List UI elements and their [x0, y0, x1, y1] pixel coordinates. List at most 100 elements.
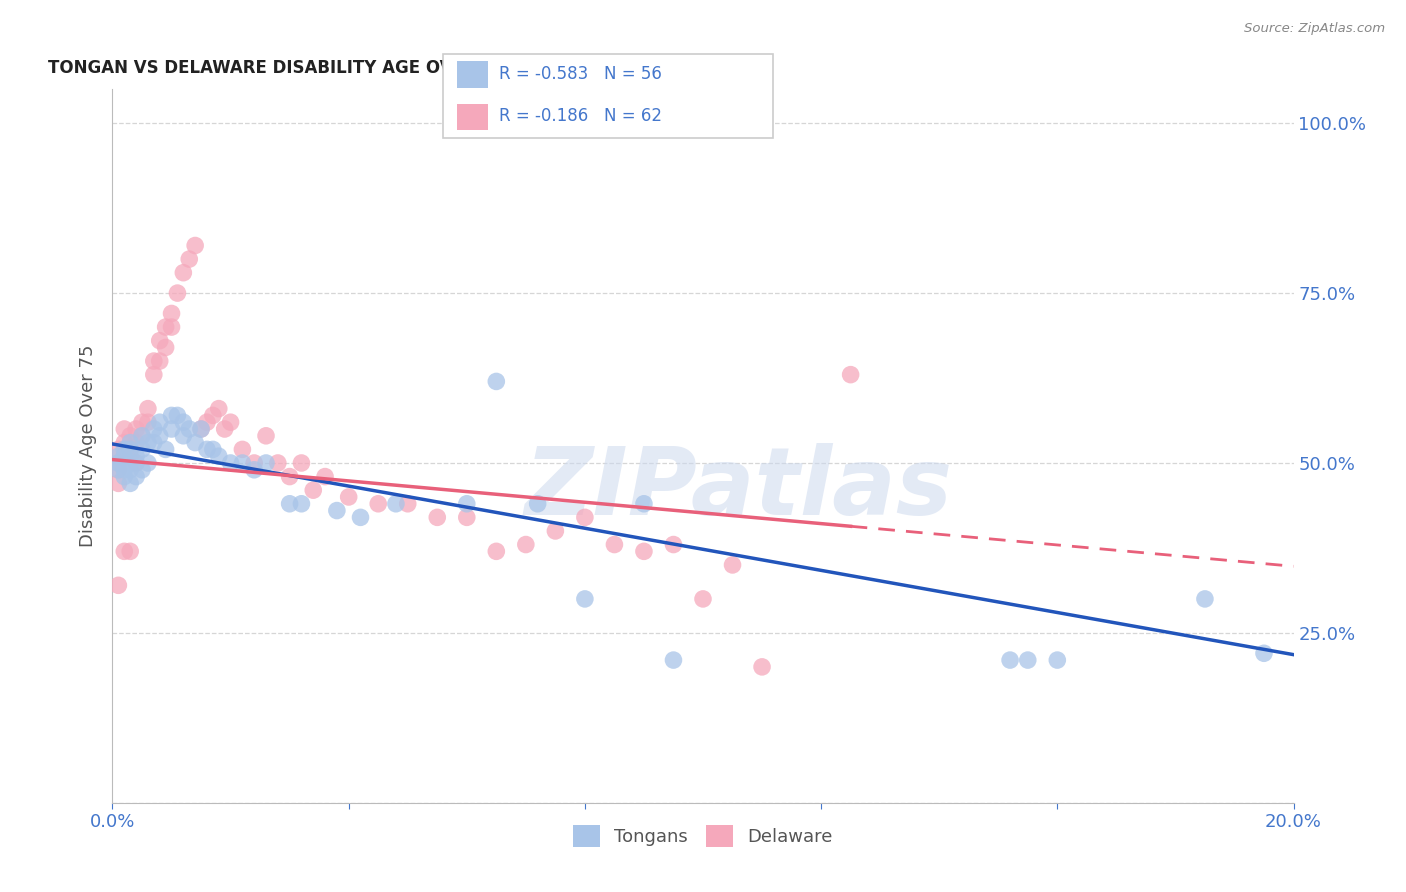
Legend: Tongans, Delaware: Tongans, Delaware	[565, 818, 841, 855]
Text: R = -0.583   N = 56: R = -0.583 N = 56	[499, 65, 662, 83]
Y-axis label: Disability Age Over 75: Disability Age Over 75	[79, 344, 97, 548]
Point	[120, 442, 142, 457]
Point	[190, 422, 212, 436]
Point	[155, 320, 177, 334]
Point	[633, 497, 655, 511]
Point	[278, 497, 301, 511]
Point	[107, 578, 129, 592]
Point	[120, 544, 142, 558]
Point	[149, 354, 172, 368]
Point	[243, 463, 266, 477]
Point	[290, 497, 312, 511]
Point	[136, 435, 159, 450]
Point	[544, 524, 567, 538]
Point	[125, 422, 148, 436]
Point	[172, 266, 194, 280]
Point	[112, 435, 135, 450]
Point	[142, 368, 165, 382]
Point	[112, 442, 135, 457]
Point	[349, 510, 371, 524]
Point	[751, 660, 773, 674]
Point	[142, 354, 165, 368]
Point	[112, 422, 135, 436]
Point	[131, 429, 153, 443]
Point	[120, 456, 142, 470]
Point	[142, 435, 165, 450]
Point	[131, 429, 153, 443]
Point	[290, 456, 312, 470]
Point	[107, 442, 129, 457]
Text: R = -0.186   N = 62: R = -0.186 N = 62	[499, 107, 662, 125]
Point	[456, 497, 478, 511]
Point	[603, 537, 626, 551]
Point	[314, 469, 336, 483]
Point	[385, 497, 408, 511]
Point	[721, 558, 744, 572]
Point	[149, 429, 172, 443]
Point	[155, 341, 177, 355]
Point	[396, 497, 419, 511]
Point	[662, 537, 685, 551]
Point	[254, 429, 277, 443]
Point	[160, 422, 183, 436]
Point	[149, 415, 172, 429]
Point	[125, 435, 148, 450]
Point	[112, 449, 135, 463]
Point	[998, 653, 1021, 667]
Point	[160, 306, 183, 320]
Point	[172, 415, 194, 429]
Point	[120, 429, 142, 443]
Point	[112, 469, 135, 483]
Point	[179, 422, 201, 436]
Point	[219, 456, 242, 470]
Point	[120, 435, 142, 450]
Point	[485, 375, 508, 389]
Point	[456, 510, 478, 524]
Point	[166, 286, 188, 301]
Point	[195, 415, 218, 429]
Point	[574, 510, 596, 524]
Point	[302, 483, 325, 498]
Point	[131, 415, 153, 429]
Point	[107, 449, 129, 463]
Point	[136, 401, 159, 416]
Point	[1017, 653, 1039, 667]
Point	[112, 544, 135, 558]
Point	[160, 409, 183, 423]
Point	[155, 442, 177, 457]
Point	[107, 463, 129, 477]
Point	[337, 490, 360, 504]
Point	[1194, 591, 1216, 606]
Point	[125, 456, 148, 470]
Point	[166, 409, 188, 423]
Point	[125, 456, 148, 470]
Point	[112, 449, 135, 463]
Point	[1046, 653, 1069, 667]
Point	[839, 368, 862, 382]
Point	[201, 442, 224, 457]
Point	[149, 334, 172, 348]
Point	[367, 497, 389, 511]
Point	[142, 422, 165, 436]
Point	[179, 252, 201, 266]
Point	[172, 429, 194, 443]
Point	[136, 456, 159, 470]
Point	[107, 456, 129, 470]
Point	[1253, 646, 1275, 660]
Point	[485, 544, 508, 558]
Point	[254, 456, 277, 470]
Text: Source: ZipAtlas.com: Source: ZipAtlas.com	[1244, 22, 1385, 36]
Point	[426, 510, 449, 524]
Point	[120, 476, 142, 491]
Point	[208, 401, 231, 416]
Point	[574, 591, 596, 606]
Point	[120, 449, 142, 463]
Text: ZIPatlas: ZIPatlas	[524, 442, 952, 535]
Point	[184, 238, 207, 252]
Point	[160, 320, 183, 334]
Point	[267, 456, 290, 470]
Point	[201, 409, 224, 423]
Point	[190, 422, 212, 436]
Point	[214, 422, 236, 436]
Point	[692, 591, 714, 606]
